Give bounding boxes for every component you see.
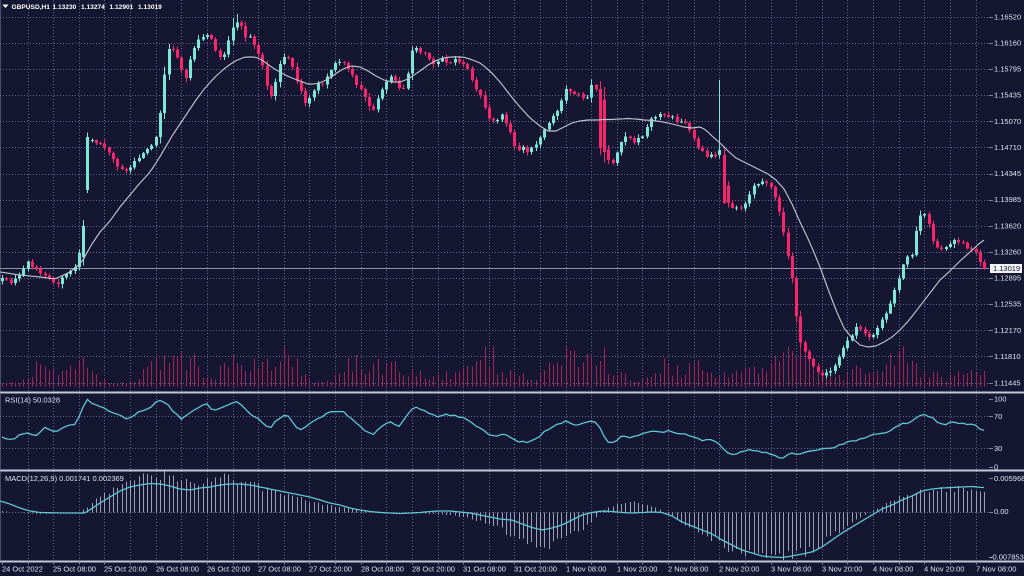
svg-text:28 Oct 08:00: 28 Oct 08:00 [361,565,404,574]
svg-text:1.11810: 1.11810 [994,352,1021,361]
svg-text:100: 100 [994,395,1007,404]
svg-text:-0.007853: -0.007853 [990,553,1024,562]
svg-text:1.12901: 1.12901 [110,4,134,11]
svg-text:0.005968: 0.005968 [994,474,1024,483]
svg-text:31 Oct 20:00: 31 Oct 20:00 [514,565,557,574]
svg-text:2 Nov 20:00: 2 Nov 20:00 [719,565,759,574]
svg-text:1.14710: 1.14710 [994,143,1021,152]
svg-text:70: 70 [994,412,1002,421]
svg-text:25 Oct 08:00: 25 Oct 08:00 [53,565,96,574]
svg-text:1.13019: 1.13019 [993,264,1020,273]
svg-text:MACD(12,26,9) 0.001741 0.00236: MACD(12,26,9) 0.001741 0.002369 [5,474,124,483]
svg-text:1.13620: 1.13620 [994,221,1021,230]
svg-text:0: 0 [994,463,998,472]
svg-text:2 Nov 08:00: 2 Nov 08:00 [668,565,708,574]
svg-text:1 Nov 08:00: 1 Nov 08:00 [566,565,606,574]
svg-text:7 Nov 08:00: 7 Nov 08:00 [976,565,1016,574]
svg-text:3 Nov 08:00: 3 Nov 08:00 [771,565,811,574]
svg-text:1.16160: 1.16160 [994,38,1021,47]
svg-text:1.15070: 1.15070 [994,117,1021,126]
svg-text:25 Oct 20:00: 25 Oct 20:00 [104,565,147,574]
svg-text:1.14345: 1.14345 [994,169,1021,178]
svg-text:1.12535: 1.12535 [994,300,1021,309]
svg-text:1.11445: 1.11445 [994,378,1021,387]
svg-text:1.15435: 1.15435 [994,91,1021,100]
svg-text:1.12895: 1.12895 [994,274,1021,283]
svg-text:1.13230: 1.13230 [53,4,77,11]
svg-text:3 Nov 20:00: 3 Nov 20:00 [822,565,862,574]
svg-text:27 Oct 20:00: 27 Oct 20:00 [309,565,352,574]
svg-text:27 Oct 08:00: 27 Oct 08:00 [258,565,301,574]
svg-text:26 Oct 08:00: 26 Oct 08:00 [156,565,199,574]
svg-text:1.15795: 1.15795 [994,65,1021,74]
svg-text:30: 30 [994,444,1002,453]
svg-text:4 Nov 20:00: 4 Nov 20:00 [924,565,964,574]
svg-text:1.13260: 1.13260 [994,247,1021,256]
svg-text:4 Nov 08:00: 4 Nov 08:00 [873,565,913,574]
svg-text:0.00: 0.00 [994,507,1009,516]
svg-text:1.13274: 1.13274 [81,4,105,11]
svg-text:1.13985: 1.13985 [994,195,1021,204]
svg-text:RSI(14) 50.0328: RSI(14) 50.0328 [5,396,60,405]
svg-text:31 Oct 08:00: 31 Oct 08:00 [463,565,506,574]
svg-text:28 Oct 20:00: 28 Oct 20:00 [412,565,455,574]
svg-text:24 Oct 2022: 24 Oct 2022 [2,565,43,574]
svg-text:1 Nov 20:00: 1 Nov 20:00 [617,565,657,574]
svg-text:26 Oct 20:00: 26 Oct 20:00 [207,565,250,574]
svg-text:1.13019: 1.13019 [138,4,162,11]
svg-text:1.12170: 1.12170 [994,326,1021,335]
svg-text:GBPUSD,H1: GBPUSD,H1 [12,4,51,11]
svg-text:1.16520: 1.16520 [994,12,1021,21]
